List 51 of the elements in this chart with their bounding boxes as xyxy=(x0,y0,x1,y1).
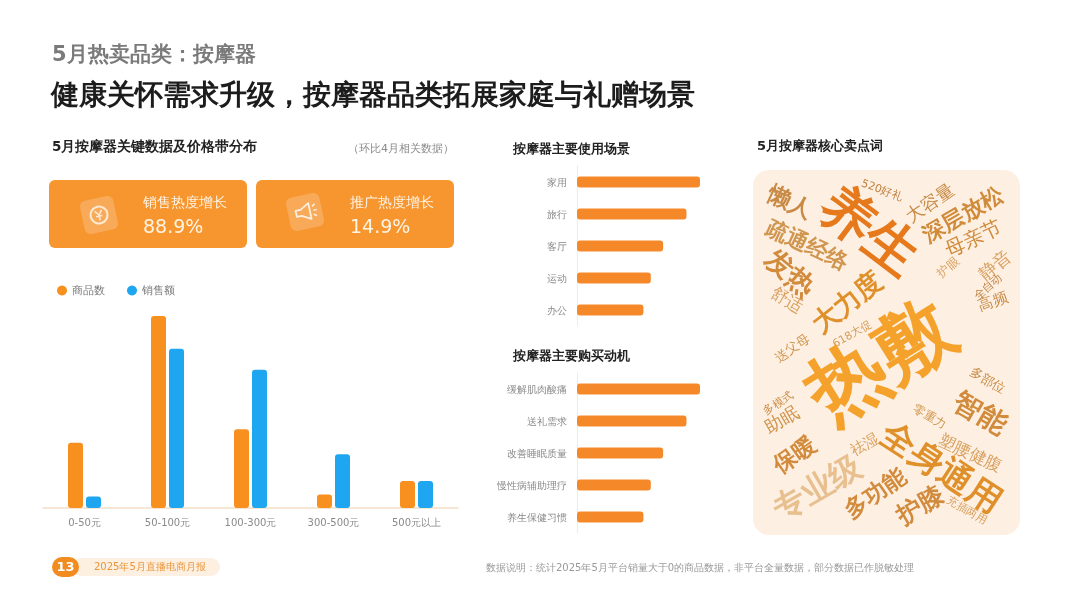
text: 5月热卖品类：按摩器 xyxy=(52,41,256,67)
bar xyxy=(577,415,687,427)
y-tick-label: 办公 xyxy=(547,304,567,316)
bar xyxy=(577,272,651,284)
bar xyxy=(418,481,433,508)
text: 2025年5月直播电商月报 xyxy=(94,561,206,572)
y-tick-label: 改善睡眠质量 xyxy=(507,447,567,459)
text: 推广热度增长 xyxy=(350,193,434,211)
y-tick-label: 慢性病辅助理疗 xyxy=(496,479,567,491)
text: 销售热度增长 xyxy=(143,193,227,211)
y-tick-label: 客厅 xyxy=(547,240,567,252)
legend-label: 销售额 xyxy=(141,284,175,297)
bar xyxy=(169,348,184,508)
chart-title: 按摩器主要购买动机 xyxy=(512,348,630,363)
y-tick-label: 家用 xyxy=(547,176,567,188)
bar xyxy=(335,454,350,508)
bar xyxy=(577,511,644,523)
bar xyxy=(234,429,249,508)
text: 零重力 xyxy=(910,401,950,433)
text: （环比4月相关数据） xyxy=(348,142,454,156)
bar xyxy=(577,240,664,252)
text: 5月按摩器核心卖点词 xyxy=(757,137,884,155)
bar xyxy=(151,316,166,508)
text: 健康关怀需求升级，按摩器品类拓展家庭与礼赠场景 xyxy=(51,78,695,112)
text: 数据说明：统计2025年5月平台销量大于0的商品数据，非平台全量数据，部分数据已作脱敏处理 xyxy=(486,561,915,574)
text: 5月按摩器关键数据及价格带分布 xyxy=(52,137,258,155)
bar xyxy=(252,369,267,508)
y-tick-label: 旅行 xyxy=(547,208,567,220)
bar xyxy=(68,442,83,508)
y-tick-label: 送礼需求 xyxy=(527,415,567,427)
x-tick-label: 300-500元 xyxy=(307,516,360,528)
bar xyxy=(577,447,664,459)
bar xyxy=(577,304,644,316)
y-tick-label: 运动 xyxy=(547,272,567,284)
legend-label: 商品数 xyxy=(72,284,105,297)
x-tick-label: 0-50元 xyxy=(68,516,101,528)
x-tick-label: 500元以上 xyxy=(391,516,442,528)
y-tick-label: 养生保健习惯 xyxy=(507,511,567,523)
bar xyxy=(577,208,687,220)
y-tick-label: 缓解肌肉酸痛 xyxy=(507,383,567,395)
bar xyxy=(400,481,415,508)
chart-title: 按摩器主要使用场景 xyxy=(512,141,630,156)
text: 88.9% xyxy=(143,214,204,238)
bar xyxy=(577,479,651,491)
bar xyxy=(317,494,332,508)
text: 13 xyxy=(52,557,79,577)
bar xyxy=(577,383,700,395)
text: 14.9% xyxy=(350,214,411,238)
bar xyxy=(577,176,700,188)
x-tick-label: 50-100元 xyxy=(144,516,191,528)
x-tick-label: 100-300元 xyxy=(224,516,277,528)
